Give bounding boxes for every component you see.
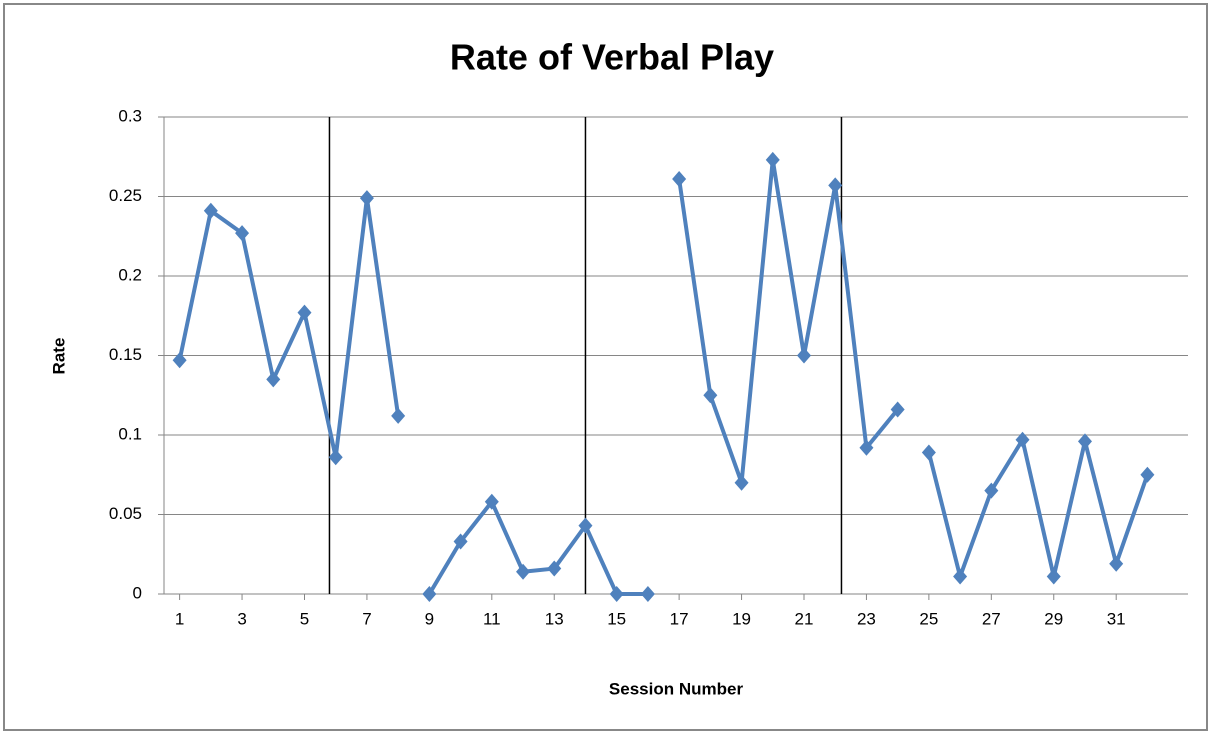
marker <box>609 586 624 602</box>
marker <box>984 482 999 499</box>
marker <box>640 586 655 602</box>
marker <box>703 387 718 404</box>
marker <box>172 352 187 369</box>
x-tick-label: 9 <box>425 609 434 628</box>
marker <box>1109 555 1124 572</box>
x-tick-label: 5 <box>300 609 309 628</box>
marker <box>297 304 312 321</box>
marker <box>797 347 811 364</box>
y-tick-label: 0 <box>133 583 142 602</box>
marker <box>578 517 593 534</box>
x-tick-label: 19 <box>732 609 751 628</box>
marker <box>1015 431 1030 448</box>
y-tick-label: 0.1 <box>118 424 142 443</box>
x-tick-label: 1 <box>175 609 184 628</box>
x-tick-label: 21 <box>795 609 814 628</box>
marker <box>890 401 905 418</box>
x-tick-label: 15 <box>607 609 626 628</box>
marker <box>453 533 468 550</box>
line <box>177 196 401 460</box>
x-tick-label: 31 <box>1107 609 1126 628</box>
line <box>677 157 900 485</box>
marker <box>1140 466 1155 483</box>
y-tick-label: 0.3 <box>118 106 142 125</box>
x-tick-label: 11 <box>483 609 501 628</box>
y-tick-label: 0.05 <box>109 504 142 523</box>
chart-frame <box>3 3 1208 731</box>
marker <box>516 563 531 580</box>
marker <box>547 560 562 577</box>
y-tick-label: 0.15 <box>109 345 142 364</box>
x-tick-label: 27 <box>982 609 1001 628</box>
line <box>427 499 648 596</box>
marker <box>484 493 499 510</box>
marker <box>422 586 437 602</box>
y-tick-label: 0.2 <box>118 265 142 284</box>
x-tick-label: 29 <box>1044 609 1063 628</box>
marker <box>266 371 281 388</box>
marker <box>953 568 968 585</box>
marker <box>859 439 874 456</box>
x-tick-label: 3 <box>237 609 246 628</box>
marker <box>203 202 218 219</box>
x-tick-label: 7 <box>362 609 371 628</box>
x-axis-label: Session Number <box>609 679 744 698</box>
y-axis-label: Rate <box>49 338 68 375</box>
marker <box>391 407 406 424</box>
marker <box>765 151 780 168</box>
x-tick-label: 25 <box>919 609 938 628</box>
marker <box>1077 433 1092 450</box>
chart-title: Rate of Verbal Play <box>450 37 774 78</box>
marker <box>672 171 687 188</box>
y-tick-label: 0.25 <box>109 186 142 205</box>
x-tick-label: 13 <box>545 609 564 628</box>
marker <box>734 474 749 491</box>
marker <box>1046 568 1061 585</box>
line <box>926 437 1150 579</box>
x-tick-label: 17 <box>670 609 689 628</box>
marker <box>359 190 374 207</box>
marker <box>235 225 250 242</box>
x-tick-label: 23 <box>857 609 876 628</box>
marker <box>828 177 843 194</box>
marker <box>328 449 343 466</box>
marker <box>921 444 936 461</box>
